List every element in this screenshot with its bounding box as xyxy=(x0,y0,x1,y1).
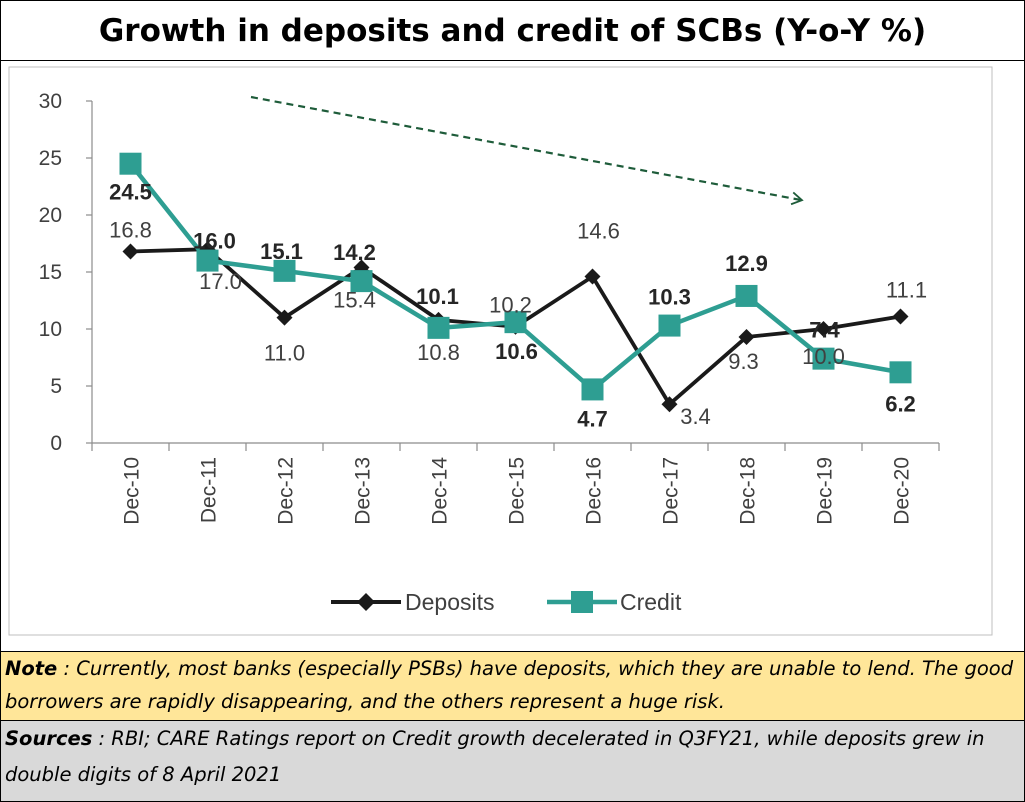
credit-data-label: 6.2 xyxy=(885,391,916,416)
y-tick-label: 30 xyxy=(39,90,62,113)
x-tick-label: Dec-10 xyxy=(121,457,144,525)
deposits-data-label: 10.0 xyxy=(802,344,845,369)
credit-point xyxy=(889,361,912,384)
credit-point xyxy=(273,259,296,282)
y-tick-label: 5 xyxy=(50,375,62,398)
chart-title: Growth in deposits and credit of SCBs (Y… xyxy=(1,1,1024,61)
credit-data-label: 12.9 xyxy=(725,251,768,276)
deposits-point xyxy=(584,268,601,285)
legend-deposits-label: Deposits xyxy=(405,589,494,615)
deposits-point xyxy=(738,328,755,345)
credit-point xyxy=(812,347,835,370)
credit-data-label: 7.4 xyxy=(809,318,840,343)
x-tick-label: Dec-11 xyxy=(198,457,221,523)
x-tick-label: Dec-14 xyxy=(429,457,452,525)
deposits-data-label: 11.1 xyxy=(886,277,927,302)
credit-point xyxy=(350,270,373,293)
deposits-point xyxy=(199,241,216,258)
x-tick-label: Dec-12 xyxy=(275,457,298,525)
x-tick-label: Dec-16 xyxy=(583,457,606,525)
x-tick-label: Dec-15 xyxy=(506,457,529,525)
deposits-point xyxy=(122,243,139,260)
credit-point xyxy=(581,378,604,401)
deposits-point xyxy=(661,396,678,413)
credit-data-label: 10.3 xyxy=(648,285,691,310)
deposits-data-label: 14.6 xyxy=(577,219,620,244)
deposits-data-label: 10.8 xyxy=(417,340,460,365)
x-tick-label: Dec-18 xyxy=(737,457,760,525)
plot-border xyxy=(8,66,993,636)
deposits-data-label: 15.4 xyxy=(333,287,376,312)
chart-area: 0 5 10 15 20 25 30 Dec-10 Dec-11 Dec-12 Dec-13 Dec-… xyxy=(1,61,1024,651)
credit-data-label: 10.1 xyxy=(416,284,459,309)
deposits-point xyxy=(276,309,293,326)
sources-box: Sources : RBI; CARE Ratings report on Cr… xyxy=(1,721,1024,801)
credit-point xyxy=(427,316,450,339)
credit-point xyxy=(504,311,527,334)
x-tick-label: Dec-17 xyxy=(660,457,683,525)
line-chart: 0 5 10 15 20 25 30 Dec-10 Dec-11 Dec-12 Dec-13 Dec-… xyxy=(8,66,993,636)
credit-point xyxy=(196,249,219,272)
sources-label: Sources xyxy=(5,727,93,750)
deposits-data-label: 17.0 xyxy=(199,269,242,294)
note-box: Note : Currently, most banks (especially… xyxy=(1,651,1024,721)
deposits-point xyxy=(815,321,832,337)
note-text: : Currently, most banks (especially PSBs… xyxy=(5,657,1014,713)
legend-credit-marker xyxy=(571,591,593,613)
note-label: Note xyxy=(5,657,58,680)
y-tick-label: 20 xyxy=(39,204,62,227)
deposits-data-label: 11.0 xyxy=(264,341,305,366)
deposits-point xyxy=(892,308,909,325)
credit-data-label: 10.6 xyxy=(495,339,538,364)
sources-text: : RBI; CARE Ratings report on Credit gro… xyxy=(5,727,985,786)
credit-data-label: 15.1 xyxy=(260,239,303,264)
credit-data-label: 14.2 xyxy=(333,240,376,265)
credit-data-label: 4.7 xyxy=(577,406,608,431)
credit-point xyxy=(658,314,681,337)
x-tick-label: Dec-20 xyxy=(891,457,914,525)
credit-point xyxy=(119,152,142,175)
y-tick-label: 10 xyxy=(39,318,62,341)
deposits-data-label: 3.4 xyxy=(680,404,711,429)
legend-deposits-marker xyxy=(357,593,375,611)
deposits-data-label: 10.2 xyxy=(489,293,532,318)
y-tick-label: 15 xyxy=(39,261,62,284)
credit-data-label: 16.0 xyxy=(193,229,236,254)
deposits-data-label: 16.8 xyxy=(109,217,152,242)
credit-point xyxy=(735,284,758,307)
y-tick-label: 0 xyxy=(50,432,62,455)
trend-arrow xyxy=(250,95,804,206)
y-tick-label: 25 xyxy=(39,147,62,170)
x-tick-label: Dec-19 xyxy=(814,457,837,525)
deposits-data-label: 9.3 xyxy=(728,349,759,374)
legend-credit-label: Credit xyxy=(620,589,682,615)
x-tick-label: Dec-13 xyxy=(352,457,375,525)
credit-data-label: 24.5 xyxy=(109,180,152,205)
